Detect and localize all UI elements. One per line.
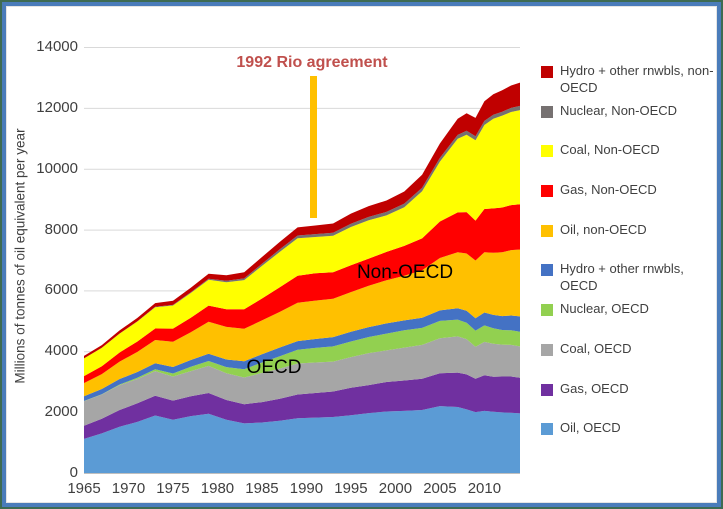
y-axis-title: Millions of tonnes of oil equivalent per… — [12, 128, 28, 384]
area-hydro-other-rnwbls-non-oecd — [84, 82, 520, 359]
x-tick-label: 1995 — [334, 480, 368, 497]
x-tick-label: 1985 — [245, 480, 279, 497]
legend-label: Hydro + other rnwbls, OECD — [560, 261, 684, 293]
legend-swatch-icon — [541, 185, 553, 198]
legend-swatch-icon — [541, 383, 553, 396]
legend-label: Nuclear, Non-OECD — [560, 102, 678, 118]
legend-label: Coal, OECD — [560, 340, 632, 356]
y-tick-label: 8000 — [44, 220, 78, 238]
legend-swatch-icon — [541, 264, 553, 277]
legend-swatch-icon — [541, 66, 553, 78]
legend-item-nuclear-oecd: Nuclear, OECD — [541, 301, 715, 341]
legend-swatch-icon — [541, 145, 553, 158]
x-tick-label: 1965 — [67, 480, 101, 497]
legend-swatch-icon — [541, 423, 553, 436]
y-tick-label: 0 — [69, 464, 78, 481]
legend-swatch-icon — [541, 343, 553, 356]
legend-item-oil-non-oecd: Oil, non-OECD — [541, 222, 715, 262]
area-oil-non-oecd — [84, 249, 520, 397]
x-tick-label: 2005 — [423, 480, 457, 497]
y-tick-label: 10000 — [36, 159, 78, 177]
area-coal-oecd — [84, 336, 520, 426]
legend-item-hydro-other-rnwbls-non-oecd: Hydro + other rnwbls, non-OECD — [541, 63, 715, 103]
legend-item-hydro-other-rnwbls-oecd: Hydro + other rnwbls, OECD — [541, 261, 715, 301]
area-nuclear-oecd — [84, 319, 520, 402]
legend-swatch-icon — [541, 304, 553, 317]
legend-item-coal-non-oecd: Coal, Non-OECD — [541, 142, 715, 182]
oecd-area-label: OECD — [246, 357, 302, 378]
legend-label: Oil, non-OECD — [560, 221, 647, 237]
legend-item-oil-oecd: Oil, OECD — [541, 420, 715, 460]
x-tick-label: 1980 — [200, 480, 235, 497]
legend-swatch-icon — [541, 105, 553, 118]
y-tick-label: 14000 — [36, 38, 78, 55]
legend-label: Nuclear, OECD — [560, 301, 649, 317]
area-gas-non-oecd — [84, 204, 520, 384]
legend-item-gas-oecd: Gas, OECD — [541, 381, 715, 421]
rio-agreement-annotation: 1992 Rio agreement — [236, 54, 388, 71]
x-tick-label: 1975 — [156, 480, 190, 497]
legend-swatch-icon — [541, 224, 553, 237]
y-tick-label: 2000 — [44, 403, 78, 421]
area-oil-oecd — [84, 406, 520, 473]
x-tick-label: 1990 — [289, 480, 324, 497]
area-coal-non-oecd — [84, 110, 520, 377]
legend-item-nuclear-non-oecd: Nuclear, Non-OECD — [541, 103, 715, 143]
legend-label: Coal, Non-OECD — [560, 142, 660, 158]
rio-agreement-marker-line — [310, 76, 317, 218]
legend-item-coal-oecd: Coal, OECD — [541, 341, 715, 381]
chart-legend: Hydro + other rnwbls, non-OECD Nuclear, N… — [541, 63, 715, 460]
legend-label: Gas, Non-OECD — [560, 182, 657, 198]
non-oecd-area-label: Non-OECD — [356, 262, 454, 283]
y-tick-label: 6000 — [44, 281, 78, 299]
area-gas-oecd — [84, 372, 520, 439]
y-tick-label: 4000 — [44, 342, 78, 360]
legend-label: Hydro + other rnwbls, non-OECD — [560, 63, 714, 95]
x-tick-label: 2010 — [467, 480, 502, 497]
legend-item-gas-non-oecd: Gas, Non-OECD — [541, 182, 715, 222]
legend-label: Oil, OECD — [560, 420, 621, 436]
x-tick-label: 1970 — [111, 480, 146, 497]
x-tick-label: 2000 — [378, 480, 413, 497]
legend-label: Gas, OECD — [560, 380, 629, 396]
y-tick-label: 12000 — [36, 98, 78, 116]
